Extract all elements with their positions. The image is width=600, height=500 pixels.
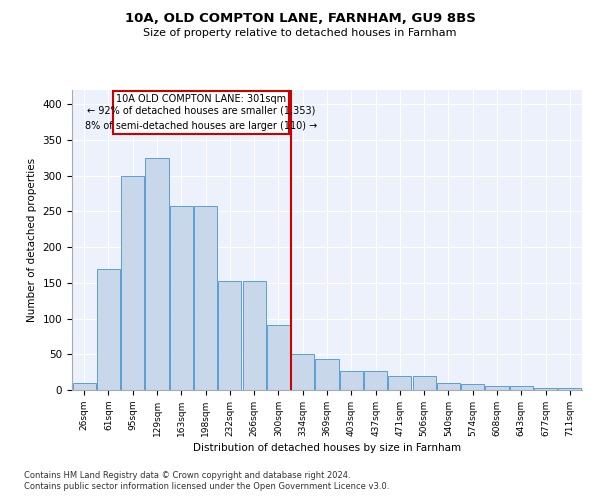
Bar bbox=[267, 325, 290, 390]
Bar bbox=[291, 354, 314, 390]
Bar bbox=[242, 280, 266, 390]
Text: 10A, OLD COMPTON LANE, FARNHAM, GU9 8BS: 10A, OLD COMPTON LANE, FARNHAM, GU9 8BS bbox=[125, 12, 475, 26]
Bar bbox=[461, 384, 484, 390]
Bar bbox=[316, 360, 338, 390]
Bar bbox=[218, 280, 241, 390]
Bar bbox=[485, 386, 509, 390]
Bar bbox=[534, 388, 557, 390]
Text: 8% of semi-detached houses are larger (110) →: 8% of semi-detached houses are larger (1… bbox=[85, 122, 317, 132]
Bar bbox=[510, 386, 533, 390]
Text: 10A OLD COMPTON LANE: 301sqm: 10A OLD COMPTON LANE: 301sqm bbox=[116, 94, 286, 104]
Bar bbox=[437, 383, 460, 390]
Bar bbox=[121, 176, 144, 390]
Bar bbox=[97, 268, 120, 390]
Bar bbox=[340, 370, 363, 390]
Text: Contains public sector information licensed under the Open Government Licence v3: Contains public sector information licen… bbox=[24, 482, 389, 491]
Bar bbox=[145, 158, 169, 390]
FancyBboxPatch shape bbox=[113, 92, 289, 134]
Text: Size of property relative to detached houses in Farnham: Size of property relative to detached ho… bbox=[143, 28, 457, 38]
X-axis label: Distribution of detached houses by size in Farnham: Distribution of detached houses by size … bbox=[193, 443, 461, 453]
Bar bbox=[170, 206, 193, 390]
Text: Contains HM Land Registry data © Crown copyright and database right 2024.: Contains HM Land Registry data © Crown c… bbox=[24, 471, 350, 480]
Bar bbox=[413, 376, 436, 390]
Text: ← 92% of detached houses are smaller (1,353): ← 92% of detached houses are smaller (1,… bbox=[87, 106, 316, 116]
Bar bbox=[388, 376, 412, 390]
Y-axis label: Number of detached properties: Number of detached properties bbox=[27, 158, 37, 322]
Bar bbox=[73, 383, 95, 390]
Bar bbox=[194, 206, 217, 390]
Bar bbox=[364, 370, 387, 390]
Bar bbox=[559, 388, 581, 390]
